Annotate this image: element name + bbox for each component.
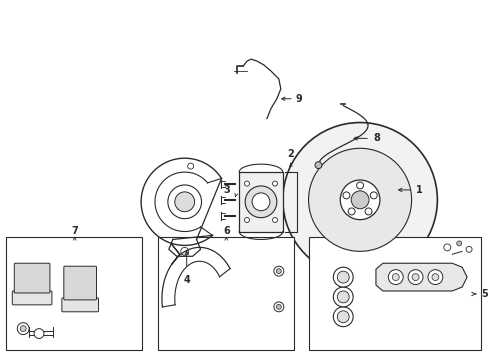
Circle shape	[282, 122, 436, 277]
Circle shape	[342, 192, 349, 199]
FancyBboxPatch shape	[12, 291, 52, 305]
Circle shape	[333, 307, 352, 327]
Circle shape	[272, 217, 277, 222]
Circle shape	[244, 217, 249, 222]
Text: 2: 2	[287, 149, 293, 159]
Circle shape	[465, 246, 471, 252]
Circle shape	[181, 247, 188, 255]
Circle shape	[174, 192, 194, 212]
Circle shape	[337, 271, 348, 283]
Circle shape	[456, 241, 461, 246]
Text: 3: 3	[223, 185, 230, 195]
Bar	[158, 238, 293, 350]
Circle shape	[273, 302, 283, 312]
Circle shape	[443, 244, 450, 251]
Circle shape	[276, 304, 281, 309]
Circle shape	[356, 182, 363, 189]
Circle shape	[20, 326, 26, 332]
Circle shape	[17, 323, 29, 334]
Circle shape	[272, 181, 277, 186]
Circle shape	[369, 192, 376, 199]
Circle shape	[431, 274, 438, 280]
Text: 6: 6	[223, 225, 229, 235]
FancyBboxPatch shape	[61, 298, 98, 312]
Text: 4: 4	[183, 275, 190, 285]
Circle shape	[387, 270, 403, 284]
Circle shape	[411, 274, 418, 280]
Text: 9: 9	[295, 94, 302, 104]
Circle shape	[347, 208, 354, 215]
Bar	[6, 238, 142, 350]
Circle shape	[308, 148, 411, 251]
Polygon shape	[375, 263, 466, 291]
Text: 5: 5	[480, 289, 487, 299]
Circle shape	[244, 186, 276, 218]
Circle shape	[244, 181, 249, 186]
Circle shape	[391, 274, 398, 280]
Circle shape	[273, 266, 283, 276]
FancyBboxPatch shape	[14, 263, 50, 293]
Text: 8: 8	[372, 134, 379, 143]
Circle shape	[276, 269, 281, 274]
Circle shape	[340, 180, 379, 220]
Circle shape	[34, 329, 44, 338]
Circle shape	[314, 162, 321, 168]
Text: 1: 1	[415, 185, 422, 195]
Circle shape	[252, 193, 269, 211]
Circle shape	[167, 185, 201, 219]
Circle shape	[427, 270, 442, 284]
Circle shape	[333, 287, 352, 307]
Circle shape	[333, 267, 352, 287]
Bar	[239, 172, 282, 231]
Circle shape	[337, 291, 348, 303]
Circle shape	[187, 163, 193, 169]
Text: 7: 7	[71, 225, 78, 235]
Circle shape	[407, 270, 422, 284]
Circle shape	[350, 191, 368, 209]
Circle shape	[337, 311, 348, 323]
FancyBboxPatch shape	[64, 266, 96, 300]
Circle shape	[365, 208, 371, 215]
Bar	[308, 238, 480, 350]
